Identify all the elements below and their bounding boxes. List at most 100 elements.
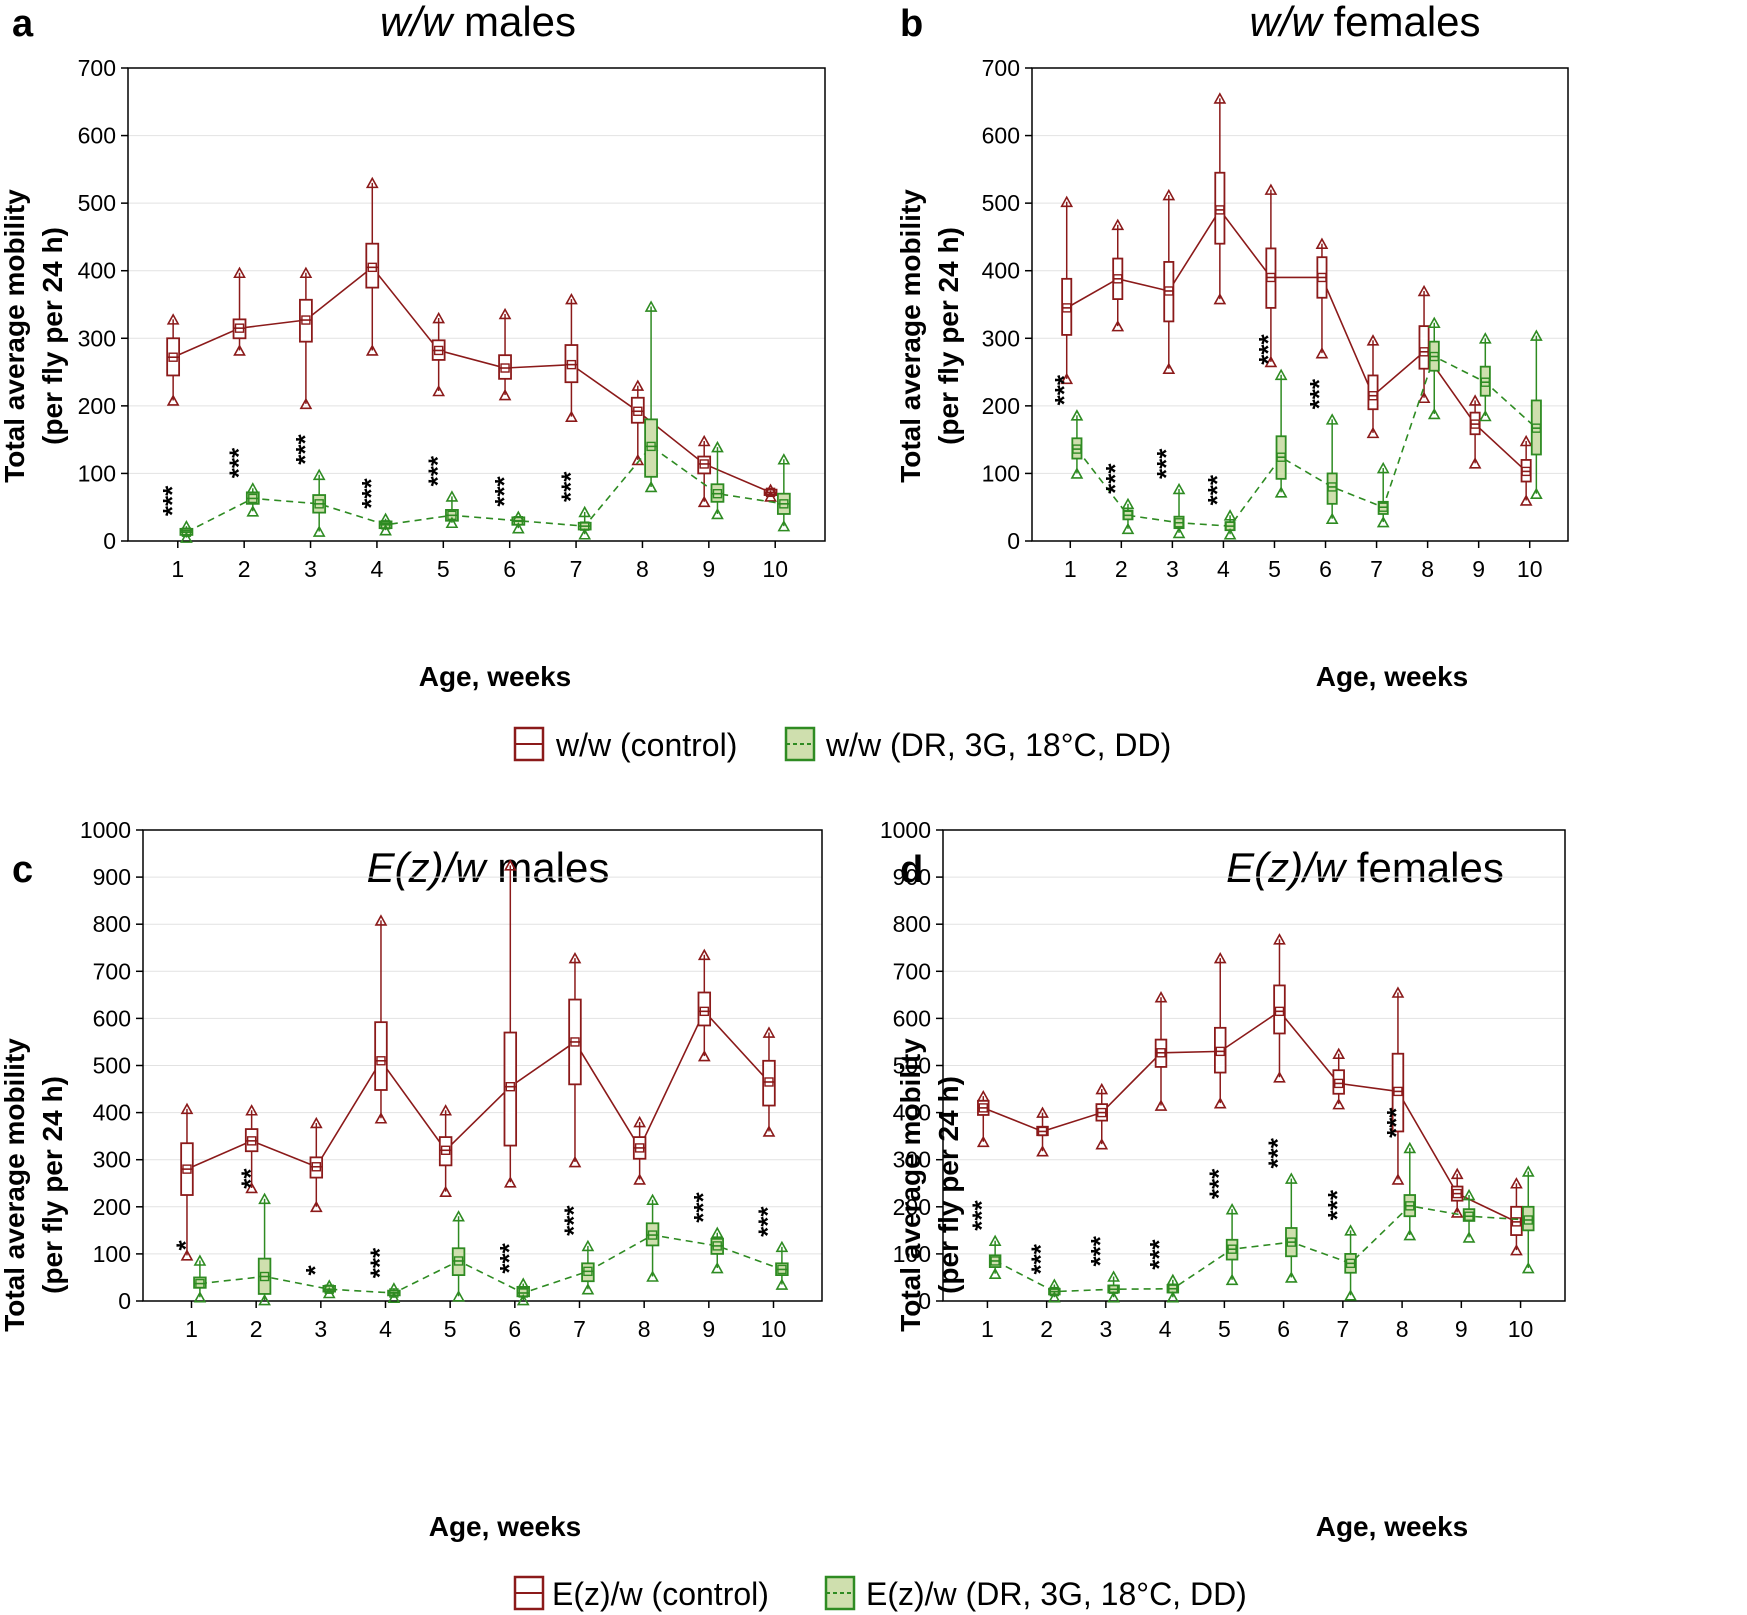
y-axis-title-line2: (per fly per 24 h) bbox=[933, 1076, 964, 1294]
median-point bbox=[1521, 466, 1531, 477]
y-tick-label: 700 bbox=[982, 55, 1020, 81]
outlier-marker bbox=[365, 176, 379, 189]
outlier-marker bbox=[246, 482, 260, 494]
outlier-marker bbox=[1162, 362, 1176, 374]
panel-a: a w/w males 0 100 200 300 400 500 600 700 1 2 3 4 5 6… bbox=[0, 0, 826, 692]
outlier-marker bbox=[697, 948, 711, 961]
box bbox=[503, 1031, 518, 1147]
median-point bbox=[433, 345, 444, 356]
panel-title: w/w males bbox=[380, 0, 576, 45]
legend-label: w/w (DR, 3G, 18°C, DD) bbox=[825, 727, 1171, 763]
outlier-marker bbox=[568, 951, 582, 964]
y-axis-title-line1: Total average mobility bbox=[0, 1038, 30, 1332]
median-point bbox=[712, 489, 723, 499]
outlier-marker bbox=[646, 1193, 659, 1206]
y-tick-label: 300 bbox=[893, 1147, 931, 1173]
panel-title-italic: w/w bbox=[380, 0, 455, 45]
significance-label: *** bbox=[1151, 448, 1181, 479]
y-tick-label: 900 bbox=[93, 864, 131, 890]
outlier-marker bbox=[988, 1267, 1002, 1279]
median-point bbox=[1156, 1048, 1166, 1058]
y-tick-label: 0 bbox=[103, 528, 116, 554]
median-point bbox=[1049, 1286, 1060, 1297]
median-point bbox=[453, 1256, 464, 1266]
panel-title-rest: females bbox=[1322, 0, 1481, 45]
outlier-marker bbox=[568, 1155, 582, 1168]
significance-label: *** bbox=[1049, 374, 1079, 405]
y-axis-title-line1: Total average mobility bbox=[0, 189, 30, 483]
x-axis-title: Age, weeks bbox=[1316, 1511, 1469, 1542]
outlier-marker bbox=[1510, 1177, 1523, 1189]
box bbox=[438, 1136, 453, 1167]
significance-label: *** bbox=[365, 1247, 395, 1278]
outlier-marker bbox=[1107, 1270, 1120, 1282]
y-tick-label: 100 bbox=[78, 460, 116, 486]
panel-letter: b bbox=[900, 3, 923, 45]
median-point bbox=[1531, 423, 1542, 433]
outlier-marker bbox=[1427, 407, 1441, 420]
box bbox=[1326, 472, 1338, 505]
outlier-marker bbox=[1223, 509, 1237, 521]
y-tick-label: 100 bbox=[93, 1241, 131, 1267]
outlier-marker bbox=[1095, 1082, 1109, 1095]
outlier-marker bbox=[166, 394, 180, 406]
x-tick-label: 7 bbox=[573, 1316, 586, 1342]
median-point bbox=[634, 1143, 645, 1153]
outlier-marker bbox=[697, 1049, 711, 1062]
outlier-marker bbox=[1121, 522, 1135, 535]
plot-area: 0 100 200 300 400 500 600 700 800 900 1000 1 2 3 4 5 6 7 8… bbox=[880, 817, 1566, 1342]
median-point bbox=[311, 1162, 322, 1172]
box bbox=[1522, 1205, 1535, 1232]
outlier-marker bbox=[1273, 1071, 1286, 1083]
outlier-marker bbox=[633, 1115, 646, 1128]
legend-label: E(z)/w (DR, 3G, 18°C, DD) bbox=[866, 1576, 1247, 1612]
outlier-marker bbox=[1325, 413, 1339, 425]
median-point bbox=[583, 1266, 593, 1277]
outlier-marker bbox=[1366, 334, 1380, 346]
outlier-marker bbox=[432, 384, 446, 397]
outlier-marker bbox=[1391, 1173, 1405, 1185]
x-tick-label: 2 bbox=[1115, 556, 1128, 582]
median-point bbox=[195, 1278, 205, 1289]
median-point bbox=[633, 406, 643, 416]
outlier-marker bbox=[1154, 1099, 1168, 1111]
median-point bbox=[246, 1136, 257, 1146]
outlier-marker bbox=[498, 307, 512, 320]
median-point bbox=[1113, 274, 1123, 284]
outlier-marker bbox=[1521, 1261, 1535, 1274]
outlier-marker bbox=[1213, 1097, 1227, 1109]
outlier-marker bbox=[711, 507, 724, 520]
panel-title-rest: males bbox=[452, 0, 576, 45]
box bbox=[1061, 277, 1073, 336]
outlier-marker bbox=[180, 1102, 194, 1115]
outlier-marker bbox=[1284, 1271, 1298, 1283]
significance-label: *** bbox=[423, 455, 453, 486]
outlier-marker bbox=[1166, 1291, 1180, 1303]
outlier-marker bbox=[1478, 409, 1492, 422]
significance-label: *** bbox=[1203, 1168, 1233, 1199]
outlier-marker bbox=[1450, 1206, 1464, 1218]
outlier-marker bbox=[1403, 1228, 1417, 1241]
outlier-marker bbox=[565, 292, 578, 305]
x-axis-title: Age, weeks bbox=[429, 1511, 582, 1542]
outlier-marker bbox=[1376, 461, 1390, 474]
significance-label: *** bbox=[494, 1242, 524, 1273]
legend-top: w/w (control) w/w (DR, 3G, 18°C, DD) bbox=[513, 726, 1171, 763]
panel-title: w/w females bbox=[1249, 0, 1480, 45]
outlier-marker bbox=[387, 1291, 401, 1304]
outlier-marker bbox=[1162, 188, 1176, 201]
outlier-marker bbox=[565, 410, 578, 422]
outlier-marker bbox=[1284, 1172, 1298, 1184]
x-tick-label: 7 bbox=[570, 556, 583, 582]
median-point bbox=[1368, 391, 1378, 401]
x-tick-label: 9 bbox=[1455, 1316, 1468, 1342]
median-point bbox=[978, 1103, 988, 1113]
outlier-marker bbox=[180, 531, 193, 543]
x-tick-label: 7 bbox=[1336, 1316, 1349, 1342]
legend-label: w/w (control) bbox=[555, 727, 737, 763]
box bbox=[697, 991, 712, 1027]
panel-title: E(z)/w males bbox=[367, 844, 610, 891]
significance-label: *** bbox=[559, 1205, 589, 1236]
outlier-marker bbox=[452, 1290, 465, 1302]
significance-label: *** bbox=[1322, 1189, 1352, 1220]
